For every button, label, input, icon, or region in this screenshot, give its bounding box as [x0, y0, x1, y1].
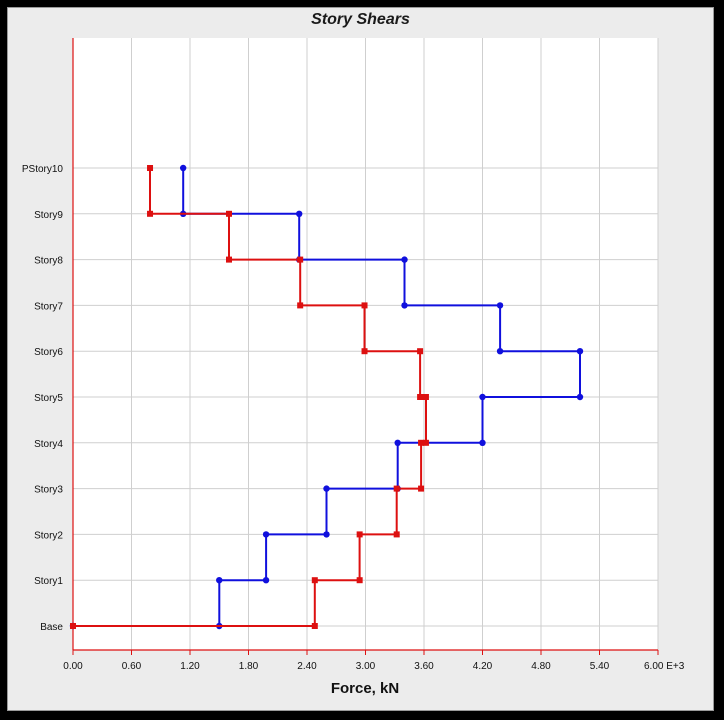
y-tick-label: Story6 — [34, 347, 63, 358]
y-tick-label: PStory10 — [22, 164, 64, 175]
x-tick-label: 4.20 — [473, 661, 493, 672]
data-point-marker — [393, 531, 400, 538]
y-tick-label: Story7 — [34, 301, 63, 312]
data-point-marker — [418, 439, 425, 446]
data-point-marker — [394, 439, 401, 446]
data-point-marker — [356, 531, 363, 538]
y-tick-label: Story3 — [34, 485, 63, 496]
data-point-marker — [576, 393, 584, 401]
data-point-marker — [297, 302, 304, 309]
data-point-marker — [262, 531, 270, 538]
data-point-marker — [479, 439, 486, 446]
x-tick-label: 0.00 — [63, 661, 83, 672]
y-tick-label: Story8 — [34, 256, 63, 267]
data-point-marker — [356, 577, 363, 584]
y-tick-label: Story5 — [34, 393, 63, 404]
data-point-marker — [262, 577, 270, 584]
data-point-marker — [422, 394, 429, 400]
series-group — [70, 165, 429, 629]
data-point-marker — [297, 256, 304, 263]
data-point-marker — [296, 210, 303, 217]
x-tick-label: 3.00 — [356, 661, 376, 672]
data-point-marker — [361, 348, 368, 355]
data-point-marker — [311, 577, 318, 584]
data-point-marker — [323, 531, 330, 538]
data-point-marker — [361, 302, 368, 309]
x-tick-label: 3.60 — [414, 661, 434, 672]
x-tick-label: 5.40 — [590, 661, 610, 672]
data-point-marker — [576, 348, 584, 355]
x-tick-label: 1.20 — [180, 661, 200, 672]
y-tick-label: Story1 — [34, 576, 63, 587]
y-tick-label: Story4 — [34, 439, 63, 450]
data-point-marker — [147, 210, 154, 217]
chart-title: Story Shears — [311, 11, 410, 28]
data-point-marker — [417, 348, 424, 355]
data-point-marker — [311, 623, 318, 629]
data-point-marker — [70, 623, 76, 629]
data-point-marker — [179, 164, 187, 172]
y-tick-label: Base — [40, 622, 63, 633]
data-point-marker — [393, 485, 400, 492]
data-point-marker — [323, 485, 330, 492]
data-point-marker — [422, 439, 429, 446]
x-tick-label: 2.40 — [297, 661, 317, 672]
x-tick-label: 6.00 E+3 — [644, 661, 685, 672]
x-axis-title: Force, kN — [331, 680, 399, 697]
x-tick-label: 0.60 — [122, 661, 142, 672]
data-point-marker — [496, 302, 504, 309]
y-tick-label: Story2 — [34, 530, 63, 541]
data-point-marker — [216, 577, 223, 584]
data-point-marker — [147, 165, 154, 171]
data-point-marker — [401, 302, 408, 309]
data-point-marker — [226, 256, 232, 263]
data-point-marker — [496, 348, 504, 355]
x-tick-label: 1.80 — [239, 661, 259, 672]
data-point-marker — [479, 393, 486, 401]
data-point-marker — [401, 256, 408, 263]
data-point-marker — [417, 394, 424, 400]
data-point-marker — [226, 210, 232, 217]
data-point-marker — [418, 485, 425, 492]
x-tick-label: 4.80 — [531, 661, 551, 672]
y-tick-label: Story9 — [34, 210, 63, 221]
